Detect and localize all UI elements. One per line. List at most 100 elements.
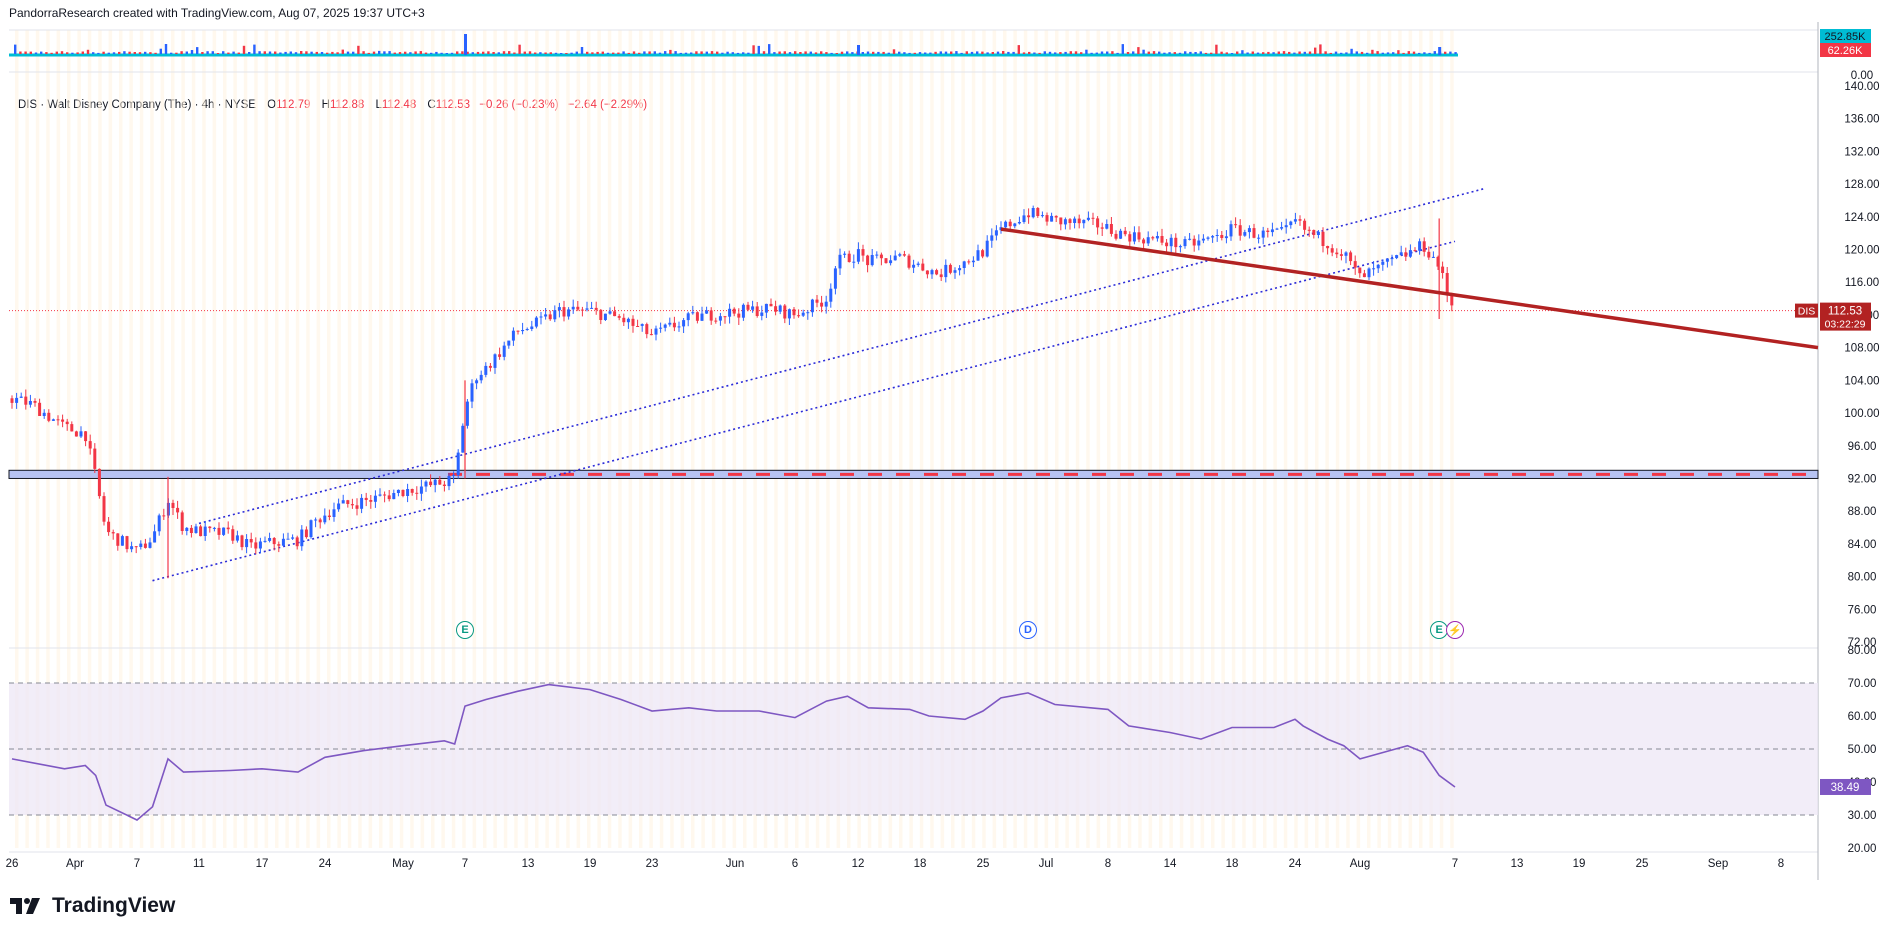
candle-body [829,288,833,302]
candle-body [1303,220,1307,230]
session-band [462,30,466,848]
volume-pane [9,34,1458,57]
volume-bar [253,44,256,54]
candle-body [787,309,791,319]
candle-body [56,419,60,421]
candle-body [442,484,446,486]
candle-body [994,230,998,236]
candle-body [1326,246,1330,249]
volume-bar [1230,53,1234,54]
volume-bar [66,52,69,54]
time-tick-label: 25 [977,858,990,870]
session-band [410,30,414,848]
symbol-name: DIS · Walt Disney Company (The) · 4h · N… [18,99,256,111]
candle-body [1257,237,1261,239]
candle-body [1247,228,1251,233]
event-marker-dividend[interactable]: D [1019,621,1037,639]
volume-bar [336,52,339,54]
volume-bar [144,51,147,54]
candle-body [562,307,566,317]
candle-body [327,515,331,517]
volume-bar [830,52,833,54]
time-tick-label: 13 [522,858,535,870]
session-band [763,30,768,848]
time-tick-label: 8 [1105,858,1111,870]
candle-body [599,309,603,320]
candle-body [1008,221,1012,227]
volume-zero-label: 0.00 [1851,70,1873,82]
volume-bar [825,52,828,54]
candle-body [1192,238,1196,246]
candle-body [1431,256,1435,258]
volume-bar [523,51,526,54]
candle-body [935,270,939,275]
volume-bar [632,51,636,54]
candle-body [479,374,483,381]
volume-bar [539,52,542,54]
volume-bar [856,51,859,54]
candle-body [893,255,897,261]
volume-bar [684,52,688,54]
candle-body [97,468,101,497]
candle-body [1436,256,1440,267]
volume-bar [398,52,402,54]
event-marker-split[interactable]: ⚡ [1446,621,1464,639]
candle-body [461,425,465,453]
candle-body [360,497,364,509]
candle-body [447,476,451,487]
volume-spike-bar [857,45,860,55]
volume-bar [331,51,334,54]
candle-body [456,452,460,475]
volume-bar [492,52,495,54]
session-band [139,30,144,848]
volume-bar [190,50,194,54]
candle-body [861,249,865,256]
candle-body [24,396,28,405]
volume-bar [575,51,578,54]
candle-body [916,263,920,265]
volume-bar [976,51,979,54]
candle-body [162,515,166,517]
candle-body [1385,258,1389,262]
candle-body [939,274,943,278]
candle-body [1082,219,1086,224]
candle-body [1197,240,1201,246]
session-band [795,30,799,848]
candle-body [1270,229,1274,233]
volume-bar [1173,52,1176,54]
price-axis: 140.00 136.00 132.00 128.00 124.00 120.00 116.… [1844,81,1879,649]
volume-bar [934,51,937,54]
volume-bar [565,53,568,54]
rsi-tick-label: 70.00 [1848,678,1877,690]
session-band [919,30,924,848]
volume-bar [846,51,849,54]
event-marker-earnings[interactable]: E [456,621,474,639]
candle-body [304,529,308,538]
session-band [1044,30,1049,848]
candle-body [383,494,387,496]
session-band [119,30,123,848]
candle-body [576,306,580,310]
volume-bar [97,52,100,54]
candle-body [272,538,276,545]
volume-bar [14,44,17,54]
volume-bar [1126,52,1130,54]
volume-bar [1064,51,1067,54]
volume-bar [1080,52,1083,54]
open-label: O [267,99,277,111]
session-band [1398,30,1402,848]
volume-bar [534,52,537,54]
volume-bar [34,52,38,54]
candle-body [1316,231,1320,235]
volume-bar [560,53,563,54]
candle-body [208,526,212,529]
candle-body [148,542,152,548]
tradingview-logo[interactable]: TradingView [10,894,175,918]
rsi-tick-label: 50.00 [1848,744,1877,756]
candle-body [364,497,368,500]
volume-bar [393,52,396,54]
volume-bar [216,53,220,54]
volume-bar [201,52,204,54]
volume-bar [1350,48,1353,54]
